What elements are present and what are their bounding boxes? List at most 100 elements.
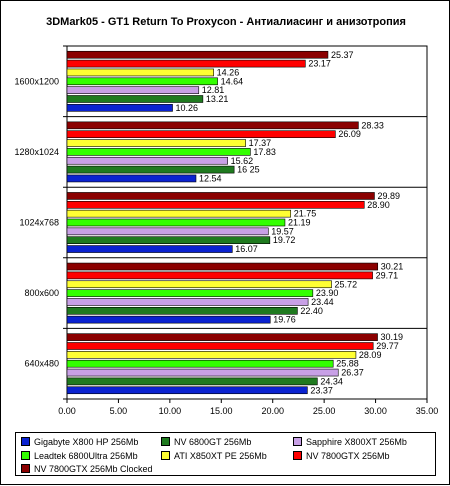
data-label: 19.76 bbox=[273, 315, 296, 325]
bar bbox=[66, 77, 218, 86]
category-label: 1280x1024 bbox=[14, 147, 59, 157]
x-tick-label: 20.00 bbox=[261, 406, 284, 416]
bar bbox=[66, 59, 306, 68]
data-label: 12.81 bbox=[202, 85, 225, 95]
bar bbox=[66, 174, 197, 183]
data-label: 21.19 bbox=[288, 218, 311, 228]
data-label: 30.19 bbox=[381, 332, 404, 342]
data-label: 30.21 bbox=[381, 262, 404, 272]
legend-swatch bbox=[21, 437, 30, 447]
plot-area: 0.00 5.00 10.00 15.00 20.00 25.00 30.00 35.00 16… bbox=[14, 45, 439, 416]
data-label: 28.90 bbox=[367, 200, 390, 210]
bar bbox=[66, 306, 298, 315]
data-label: 28.33 bbox=[361, 120, 384, 130]
bar bbox=[66, 86, 200, 94]
chart-title: 3DMark05 - GT1 Return To Proxycon - Анти… bbox=[46, 16, 406, 28]
bar bbox=[66, 139, 246, 147]
bar bbox=[66, 104, 173, 112]
category-label: 640x480 bbox=[24, 359, 59, 369]
legend-item: NV 7800GTX 256Mb bbox=[293, 450, 390, 462]
data-label: 26.37 bbox=[341, 368, 364, 378]
legend-swatch bbox=[161, 450, 170, 460]
bar bbox=[66, 209, 292, 218]
data-label: 25.72 bbox=[335, 279, 358, 289]
bar bbox=[66, 359, 334, 368]
legend-label: NV 7800GTX 256Mb Clocked bbox=[34, 464, 153, 474]
bar bbox=[66, 165, 235, 174]
chart-legend: Gigabyte X800 HP 256Mb NV 6800GT 256Mb Sap… bbox=[15, 432, 436, 476]
legend-item: ATI X850XT PE 256Mb bbox=[161, 450, 267, 462]
bar bbox=[66, 377, 318, 386]
x-tick-label: 5.00 bbox=[110, 406, 128, 416]
legend-swatch bbox=[161, 437, 170, 447]
data-label: 21.75 bbox=[294, 209, 317, 219]
bar bbox=[66, 315, 271, 324]
legend-item: Gigabyte X800 HP 256Mb bbox=[21, 436, 138, 448]
bar bbox=[66, 148, 251, 156]
data-label: 23.44 bbox=[311, 297, 334, 307]
bar bbox=[66, 236, 271, 244]
legend-label: ATI X850XT PE 256Mb bbox=[174, 450, 267, 461]
legend-swatch bbox=[21, 464, 30, 474]
bar bbox=[66, 156, 228, 165]
data-label: 29.77 bbox=[376, 341, 399, 351]
data-label: 12.54 bbox=[199, 173, 222, 183]
bar bbox=[66, 50, 329, 59]
bar bbox=[66, 95, 204, 103]
bar bbox=[66, 351, 357, 359]
data-label: 29.71 bbox=[376, 270, 399, 280]
legend-label: NV 6800GT 256Mb bbox=[174, 437, 252, 447]
legend-item: NV 6800GT 256Mb bbox=[161, 436, 251, 448]
x-tick-label: 15.00 bbox=[210, 406, 233, 416]
category-label: 1600x1200 bbox=[14, 76, 59, 86]
data-label: 13.21 bbox=[206, 94, 229, 104]
data-label: 22.40 bbox=[300, 306, 323, 316]
legend-item: Leadtek 6800Ultra 256Mb bbox=[21, 450, 138, 462]
data-label: 23.17 bbox=[308, 59, 331, 69]
bar bbox=[66, 386, 308, 395]
bar bbox=[66, 280, 332, 289]
data-label: 16.07 bbox=[235, 244, 258, 254]
data-label: 23.90 bbox=[316, 288, 339, 298]
data-label: 10.26 bbox=[176, 103, 199, 113]
legend-label: Leadtek 6800Ultra 256Mb bbox=[34, 450, 138, 461]
x-tick-label: 35.00 bbox=[416, 406, 439, 416]
bar bbox=[66, 245, 233, 253]
x-tick-label: 0.00 bbox=[58, 406, 76, 416]
bar bbox=[66, 201, 365, 209]
bar bbox=[66, 218, 286, 227]
bar bbox=[66, 68, 214, 77]
data-label: 29.89 bbox=[377, 191, 400, 201]
data-label: 23.37 bbox=[310, 385, 333, 395]
x-tick-label: 25.00 bbox=[313, 406, 336, 416]
data-label: 28.09 bbox=[359, 350, 382, 360]
data-label: 14.26 bbox=[217, 67, 240, 77]
legend-label: NV 7800GTX 256Mb bbox=[306, 450, 390, 461]
bar bbox=[66, 342, 374, 350]
bar bbox=[66, 298, 309, 306]
legend-swatch bbox=[293, 450, 302, 460]
data-label: 19.57 bbox=[271, 226, 294, 236]
legend-label: Gigabyte X800 HP 256Mb bbox=[34, 437, 139, 447]
data-label: 15.62 bbox=[231, 156, 254, 166]
bar bbox=[66, 121, 359, 130]
data-label: 16 25 bbox=[237, 165, 260, 175]
legend-label: Sapphire X800XT 256Mb bbox=[306, 437, 407, 447]
bar bbox=[66, 333, 378, 341]
bar bbox=[66, 289, 314, 297]
bar bbox=[66, 262, 379, 271]
bar bbox=[66, 368, 339, 377]
data-label: 24.34 bbox=[320, 376, 343, 386]
x-tick-label: 10.00 bbox=[159, 406, 182, 416]
legend-swatch bbox=[21, 450, 30, 460]
legend-item: NV 7800GTX 256Mb Clocked bbox=[21, 463, 153, 475]
legend-item: Sapphire X800XT 256Mb bbox=[293, 436, 407, 448]
bar bbox=[66, 271, 373, 280]
x-tick-label: 30.00 bbox=[364, 406, 387, 416]
bar bbox=[66, 192, 375, 200]
data-label: 25.88 bbox=[336, 359, 359, 369]
data-label: 17.83 bbox=[253, 147, 276, 157]
bar bbox=[66, 130, 336, 138]
data-label: 17.37 bbox=[249, 138, 272, 148]
